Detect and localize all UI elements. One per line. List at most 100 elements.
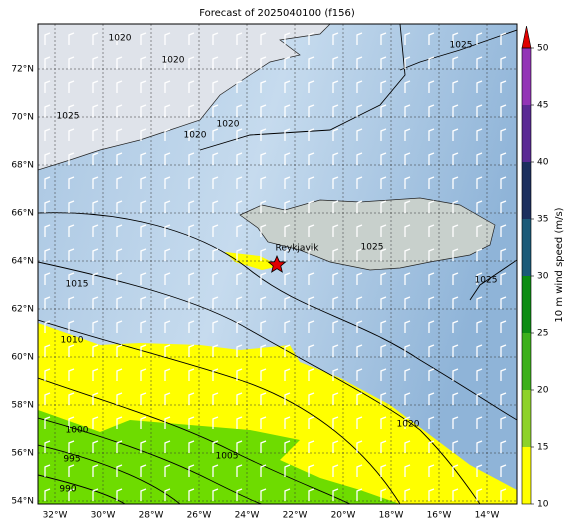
wind-barb xyxy=(212,200,219,213)
wind-barb xyxy=(500,464,507,477)
wind-barb xyxy=(44,416,51,429)
wind-barb xyxy=(116,200,123,213)
wind-barb xyxy=(116,224,123,237)
wind-barb xyxy=(404,440,411,453)
wind-barb xyxy=(164,80,171,93)
wind-barb xyxy=(500,320,507,333)
wind-barb xyxy=(428,128,435,141)
wind-barb xyxy=(164,128,171,141)
wind-barb xyxy=(236,416,243,429)
wind-barb xyxy=(476,152,483,165)
colorbar: 10 15 20 25 30 35 40 45 50 xyxy=(521,25,549,510)
wind-barb xyxy=(212,440,219,453)
wind-barb xyxy=(44,200,51,213)
wind-barb xyxy=(116,392,123,405)
wind-barb xyxy=(188,488,195,501)
wind-15 xyxy=(225,252,280,270)
wind-barb xyxy=(476,392,483,405)
wind-barb xyxy=(308,416,315,429)
wind-barb xyxy=(164,368,171,381)
wind-barb xyxy=(332,224,339,237)
wind-barb xyxy=(164,200,171,213)
wind-barb xyxy=(44,152,51,165)
wind-barb xyxy=(212,320,219,333)
wind-barb xyxy=(476,128,483,141)
wind-barb xyxy=(452,152,459,165)
wind-barb xyxy=(68,224,75,237)
wind-barb xyxy=(476,320,483,333)
wind-barb xyxy=(164,32,171,45)
lat-label: 60°N xyxy=(11,353,34,363)
wind-barb xyxy=(236,224,243,237)
wind-barb xyxy=(404,296,411,309)
wind-barb xyxy=(284,224,291,237)
wind-barb xyxy=(260,32,267,45)
city-marker xyxy=(267,254,287,273)
city-label: Reykjavik xyxy=(276,244,320,254)
wind-barb xyxy=(116,32,123,45)
wind-barb xyxy=(116,320,123,333)
wind-barb xyxy=(44,440,51,453)
wind-barb xyxy=(236,56,243,69)
wind-barb xyxy=(260,248,267,261)
wind-barb xyxy=(140,392,147,405)
wind-barb xyxy=(140,368,147,381)
wind-barb xyxy=(428,320,435,333)
lon-label: 14°W xyxy=(475,511,500,521)
wind-barb xyxy=(476,416,483,429)
wind-barb xyxy=(188,152,195,165)
wind-barb xyxy=(308,368,315,381)
wind-barb xyxy=(404,200,411,213)
wind-barb xyxy=(284,32,291,45)
wind-barb xyxy=(212,104,219,117)
wind-barb xyxy=(308,320,315,333)
wind-barb xyxy=(380,224,387,237)
wind-barb xyxy=(284,248,291,261)
wind-barb xyxy=(308,296,315,309)
wind-barb xyxy=(44,128,51,141)
wind-barb xyxy=(284,104,291,117)
wind-barb xyxy=(164,176,171,189)
wind-barb xyxy=(380,176,387,189)
wind-barb xyxy=(260,80,267,93)
colorbar-segment xyxy=(522,333,531,390)
wind-barb xyxy=(500,368,507,381)
wind-barb xyxy=(404,176,411,189)
lon-label: 32°W xyxy=(43,511,68,521)
wind-barb xyxy=(260,320,267,333)
wind-barb xyxy=(188,416,195,429)
wind-barb xyxy=(236,392,243,405)
wind-barb xyxy=(260,200,267,213)
wind-barb xyxy=(92,320,99,333)
wind-barb xyxy=(236,344,243,357)
wind-barb xyxy=(236,248,243,261)
wind-barb xyxy=(188,32,195,45)
map-frame xyxy=(37,23,518,505)
wind-barb xyxy=(236,368,243,381)
wind-barb xyxy=(212,152,219,165)
wind-barb xyxy=(452,248,459,261)
wind-barb xyxy=(476,80,483,93)
wind-barb xyxy=(284,152,291,165)
wind-barb xyxy=(452,176,459,189)
wind-barb xyxy=(164,272,171,285)
wind-barb xyxy=(500,176,507,189)
wind-barb xyxy=(404,416,411,429)
wind-barb xyxy=(452,224,459,237)
wind-barb xyxy=(308,104,315,117)
lon-label: 24°W xyxy=(235,511,260,521)
wind-barb xyxy=(116,56,123,69)
wind-barb xyxy=(212,368,219,381)
wind-barb xyxy=(164,440,171,453)
colorbar-segment xyxy=(522,447,531,504)
wind-barb xyxy=(380,440,387,453)
wind-barb xyxy=(68,176,75,189)
colorbar-segment xyxy=(522,105,531,162)
greenland xyxy=(38,24,331,171)
wind-barb xyxy=(236,488,243,501)
wind-barb xyxy=(428,56,435,69)
wind-barb xyxy=(140,416,147,429)
wind-barb xyxy=(380,320,387,333)
wind-barb xyxy=(476,488,483,501)
